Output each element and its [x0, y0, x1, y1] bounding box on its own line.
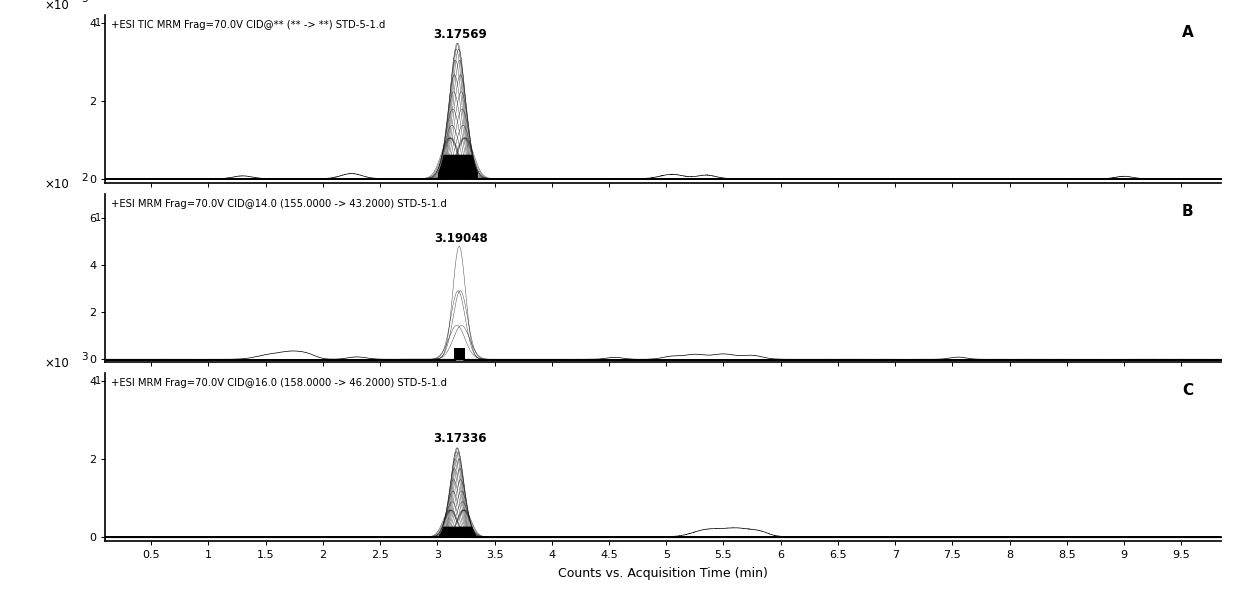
Text: 1: 1 — [95, 18, 102, 28]
Text: B: B — [1182, 204, 1193, 219]
Text: A: A — [1182, 25, 1193, 40]
Text: 3: 3 — [81, 352, 88, 362]
Text: 3.19048: 3.19048 — [434, 232, 489, 245]
Text: 3.17569: 3.17569 — [433, 27, 486, 40]
Text: 3.17336: 3.17336 — [433, 433, 486, 445]
Text: +ESI MRM Frag=70.0V CID@16.0 (158.0000 -> 46.2000) STD-5-1.d: +ESI MRM Frag=70.0V CID@16.0 (158.0000 -… — [112, 378, 446, 389]
X-axis label: Counts vs. Acquisition Time (min): Counts vs. Acquisition Time (min) — [558, 567, 769, 580]
Text: ×10: ×10 — [45, 0, 68, 12]
Text: ×10: ×10 — [45, 178, 68, 191]
Text: C: C — [1183, 384, 1193, 398]
Text: +ESI TIC MRM Frag=70.0V CID@** (** -> **) STD-5-1.d: +ESI TIC MRM Frag=70.0V CID@** (** -> **… — [112, 20, 386, 31]
Text: ×10: ×10 — [45, 357, 68, 370]
Text: +ESI MRM Frag=70.0V CID@14.0 (155.0000 -> 43.2000) STD-5-1.d: +ESI MRM Frag=70.0V CID@14.0 (155.0000 -… — [112, 199, 446, 210]
Text: 3: 3 — [81, 0, 88, 4]
Text: 1: 1 — [95, 376, 102, 386]
Text: 1: 1 — [95, 213, 102, 223]
Text: 2: 2 — [81, 173, 88, 183]
